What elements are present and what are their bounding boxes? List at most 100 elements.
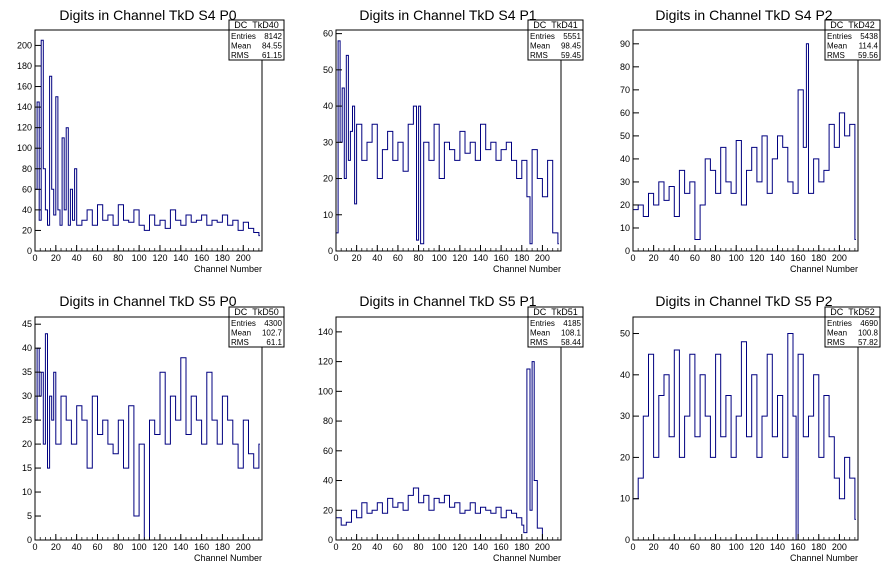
stats-box: DC_TkD51 Entries 4185 Mean 108.1 RMS 58.44	[527, 306, 584, 348]
stats-value: 61.1	[266, 338, 282, 347]
stats-value: 59.56	[858, 51, 879, 60]
stats-label: Mean	[827, 329, 847, 338]
panel-title: Digits in Channel TkD S4 P1	[359, 7, 536, 23]
panel-title: Digits in Channel TkD S5 P2	[655, 293, 832, 309]
y-tick-label: 0	[27, 246, 32, 256]
stats-label: RMS	[827, 338, 845, 347]
stats-label: Mean	[231, 329, 251, 338]
x-tick-label: 200	[832, 253, 847, 263]
x-tick-label: 180	[215, 253, 230, 263]
stats-box-frame	[228, 19, 285, 61]
x-tick-label: 0	[333, 542, 338, 552]
x-tick-label: 40	[372, 253, 382, 263]
stats-box-frame	[824, 19, 881, 61]
y-tick-label: 50	[620, 131, 630, 141]
y-tick-label: 120	[318, 357, 333, 367]
y-tick-label: 80	[323, 416, 333, 426]
stats-label: Entries	[530, 32, 555, 41]
x-tick-label: 40	[669, 542, 679, 552]
stats-name: DC_TkD41	[533, 20, 578, 30]
x-tick-label: 160	[791, 542, 806, 552]
stats-value: 84.55	[262, 42, 283, 51]
stats-value: 5438	[860, 32, 878, 41]
y-tick-label: 60	[620, 108, 630, 118]
histogram-panel-1: Digits in Channel TkD S4 P0 0 20 40 60 80 100 1…	[17, 7, 285, 274]
y-tick-label: 180	[17, 61, 32, 71]
stats-box: DC_TkD41 Entries 5551 Mean 98.45 RMS 59.45	[527, 19, 584, 61]
y-tick-label: 140	[318, 327, 333, 337]
stats-label: Entries	[827, 32, 852, 41]
stats-box: DC_TkD52 Entries 4690 Mean 100.8 RMS 57.82	[824, 306, 881, 348]
x-tick-label: 180	[514, 542, 529, 552]
y-tick-label: 100	[17, 143, 32, 153]
histogram-line	[633, 333, 856, 541]
x-tick-label: 200	[832, 542, 847, 552]
y-tick-label: 200	[17, 40, 32, 50]
y-tick-label: 10	[620, 494, 630, 504]
x-tick-label: 180	[811, 253, 826, 263]
x-axis-label: Channel Number	[194, 264, 262, 274]
stats-label: Mean	[530, 42, 550, 51]
stats-label: Mean	[530, 329, 550, 338]
y-tick-label: 60	[22, 184, 32, 194]
x-tick-label: 160	[494, 253, 509, 263]
x-tick-label: 140	[770, 542, 785, 552]
x-tick-label: 120	[749, 253, 764, 263]
y-tick-label: 20	[22, 225, 32, 235]
y-tick-label: 40	[620, 154, 630, 164]
plot-frame	[335, 316, 562, 541]
x-tick-label: 0	[630, 253, 635, 263]
y-tick-label: 0	[625, 246, 630, 256]
histogram-panel-6: Digits in Channel TkD S5 P20 20 40 60 80 100 1…	[620, 293, 881, 563]
stats-label: RMS	[530, 338, 548, 347]
histogram-line	[336, 361, 559, 541]
stats-name: DC_TkD42	[830, 20, 875, 30]
x-tick-label: 100	[132, 542, 147, 552]
x-tick-label: 60	[393, 253, 403, 263]
x-tick-label: 120	[452, 542, 467, 552]
panel-title: Digits in Channel TkD S5 P1	[359, 293, 536, 309]
stats-label: Entries	[231, 319, 256, 328]
y-tick-label: 30	[620, 411, 630, 421]
stats-value: 57.82	[858, 338, 879, 347]
x-tick-label: 180	[514, 253, 529, 263]
histogram-panel-5: Digits in Channel TkD S5 P1 0 20 40 60 80 100 1…	[318, 293, 584, 563]
x-tick-label: 200	[535, 253, 550, 263]
x-tick-label: 80	[414, 542, 424, 552]
y-tick-label: 0	[328, 535, 333, 545]
stats-name: DC_TkD50	[234, 307, 279, 317]
x-tick-label: 180	[811, 542, 826, 552]
stats-value: 4185	[563, 319, 581, 328]
stats-box: DC_TkD40 Entries 8142 Mean 84.55 RMS 61.15	[228, 19, 285, 61]
x-tick-label: 40	[72, 542, 82, 552]
y-tick-label: 20	[323, 505, 333, 515]
y-tick-label: 40	[22, 343, 32, 353]
x-tick-label: 120	[152, 542, 167, 552]
x-tick-label: 120	[152, 253, 167, 263]
x-tick-label: 100	[729, 542, 744, 552]
y-tick-label: 35	[22, 367, 32, 377]
stats-value: 4690	[860, 319, 878, 328]
x-tick-label: 80	[711, 542, 721, 552]
x-tick-label: 160	[791, 253, 806, 263]
x-tick-label: 60	[393, 542, 403, 552]
x-tick-label: 80	[414, 253, 424, 263]
plot-frame	[34, 29, 263, 252]
stats-box-frame	[228, 306, 285, 348]
x-tick-label: 200	[535, 542, 550, 552]
x-axis-label: Channel Number	[493, 553, 561, 563]
y-tick-label: 20	[22, 439, 32, 449]
x-tick-label: 120	[749, 542, 764, 552]
x-tick-label: 100	[729, 253, 744, 263]
y-tick-label: 45	[22, 319, 32, 329]
x-axis-label: Channel Number	[194, 553, 262, 563]
x-tick-label: 40	[72, 253, 82, 263]
x-tick-label: 160	[194, 542, 209, 552]
y-tick-label: 30	[323, 137, 333, 147]
stats-label: RMS	[827, 51, 845, 60]
y-tick-label: 5	[27, 511, 32, 521]
x-tick-label: 40	[669, 253, 679, 263]
stats-value: 98.45	[561, 42, 582, 51]
x-tick-label: 140	[770, 253, 785, 263]
x-tick-label: 140	[473, 542, 488, 552]
